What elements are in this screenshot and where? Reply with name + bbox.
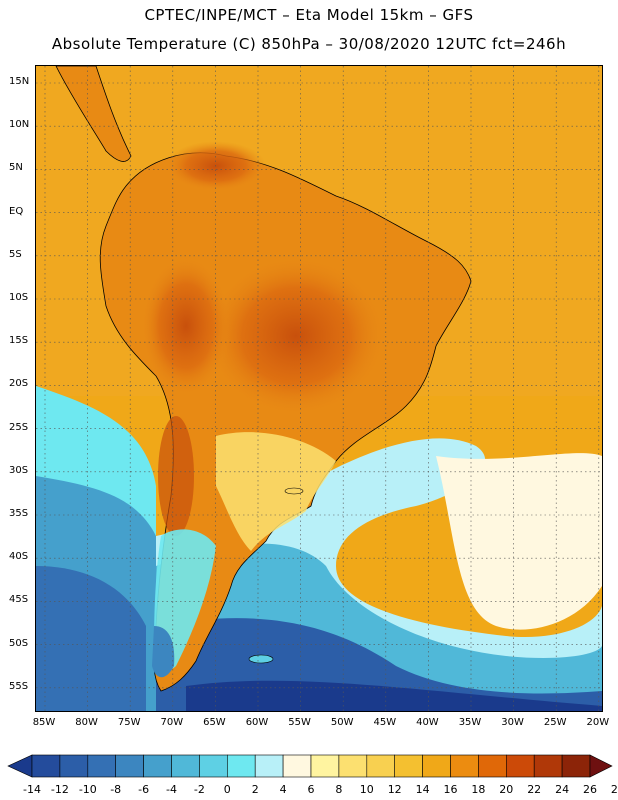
colorbar-swatch: [533, 754, 563, 778]
colorbar-swatch: [561, 754, 591, 778]
colorbar-tick-label: 14: [415, 783, 430, 796]
map-title-line-1: CPTEC/INPE/MCT – Eta Model 15km – GFS: [144, 6, 474, 24]
longitude-label: 50W: [330, 717, 354, 728]
colorbar-tick-label: 6: [307, 783, 315, 796]
central-america-landmass: [55, 66, 132, 162]
mild-region-south: [216, 432, 336, 551]
longitude-label: 30W: [501, 717, 524, 728]
longitude-label: 55W: [288, 717, 311, 728]
falkland-islands: [248, 654, 274, 664]
latitude-label: 15S: [9, 335, 29, 347]
colorbar-tick-label: 4: [279, 783, 287, 796]
map-title-line-2: Absolute Temperature (C) 850hPa – 30/08/…: [51, 35, 567, 53]
colorbar-tick-label: 8: [335, 783, 343, 796]
colorbar-tick-label: 2: [251, 783, 259, 796]
latitude-label: EQ: [9, 205, 24, 217]
longitude-label: 40W: [416, 717, 439, 728]
colorbar-tick-label: -12: [50, 783, 69, 796]
colorbar-tick-label: -2: [193, 783, 205, 796]
colorbar-tick-label: -8: [110, 783, 122, 796]
colorbar-tick-label: 18: [471, 783, 486, 796]
latitude-label: 10N: [9, 119, 30, 131]
latitude-label: 5S: [9, 248, 22, 260]
latitude-label: 45S: [9, 594, 29, 606]
colorbar-swatch: [31, 754, 61, 778]
colorbar-swatch: [254, 754, 284, 778]
colorbar-swatch: [282, 754, 312, 778]
colorbar-swatch: [115, 754, 144, 778]
hot-core-andes: [141, 256, 231, 396]
hot-strip-argentina: [158, 416, 194, 536]
longitude-label: 20W: [586, 717, 610, 728]
colorbar: [7, 754, 613, 778]
colorbar-tick-label: 26: [583, 783, 597, 796]
colorbar-tick-label: 12: [387, 783, 402, 796]
colorbar-tick-label: 28: [610, 783, 618, 796]
latitude-label: 30S: [9, 464, 29, 476]
longitude-label: 25W: [543, 717, 567, 728]
colorbar-tick-label: 16: [443, 783, 458, 796]
colorbar-swatch: [366, 754, 395, 778]
cool-region-patagonia: [154, 529, 216, 670]
colorbar-swatch: [450, 754, 479, 778]
longitude-label: 60W: [245, 717, 269, 728]
longitude-label: 45W: [373, 717, 397, 728]
colorbar-swatch: [227, 754, 256, 778]
hot-core-brazil: [206, 256, 386, 416]
colorbar-tick-label: 24: [555, 783, 570, 796]
colorbar-swatch: [478, 754, 507, 778]
field-southern-coldest: [186, 680, 602, 711]
longitude-label: 70W: [160, 717, 184, 728]
latitude-label: 25S: [9, 421, 29, 433]
latitude-label: 15N: [9, 76, 30, 87]
colorbar-swatch: [422, 754, 451, 778]
lagoon-marker: [284, 487, 304, 495]
colorbar-tick-label: 20: [499, 783, 514, 796]
colorbar-tick-label: 0: [223, 783, 231, 796]
colorbar-tick-label: -4: [166, 783, 177, 796]
temperature-map: [35, 65, 603, 712]
longitude-label: 75W: [117, 717, 141, 728]
longitude-label: 65W: [203, 717, 226, 728]
colorbar-arrow-right: [589, 754, 613, 778]
longitude-label: 80W: [75, 717, 98, 728]
colorbar-swatch: [87, 754, 117, 778]
colorbar-swatch: [338, 754, 368, 778]
field-pacific-colder: [36, 566, 146, 711]
latitude-label: 50S: [9, 637, 29, 649]
colorbar-swatch: [59, 754, 89, 778]
map-canvas: [36, 66, 602, 711]
colorbar-swatch: [143, 754, 172, 778]
colorbar-tick-label: -14: [23, 783, 41, 796]
colorbar-tick-label: -6: [138, 783, 150, 796]
latitude-label: 10S: [9, 292, 29, 303]
longitude-label: 35W: [458, 717, 482, 728]
latitude-label: 20S: [9, 378, 29, 390]
colorbar-arrow-left: [7, 754, 33, 778]
colorbar-swatch: [171, 754, 200, 778]
field-atlantic-pale: [436, 453, 602, 630]
colorbar-tick-label: 22: [527, 783, 542, 796]
hot-core-venezuela: [166, 141, 266, 191]
cold-region-tip: [152, 626, 175, 678]
latitude-label: 5N: [9, 162, 23, 174]
colorbar-swatch: [310, 754, 340, 778]
latitude-label: 55S: [9, 680, 29, 692]
longitude-label: 85W: [32, 717, 56, 728]
colorbar-tick-label: 10: [359, 783, 374, 796]
latitude-label: 35S: [9, 508, 29, 519]
colorbar-swatch: [505, 754, 535, 778]
colorbar-swatch: [199, 754, 228, 778]
colorbar-swatch: [394, 754, 423, 778]
colorbar-tick-label: -10: [78, 783, 97, 796]
latitude-label: 40S: [9, 551, 29, 563]
